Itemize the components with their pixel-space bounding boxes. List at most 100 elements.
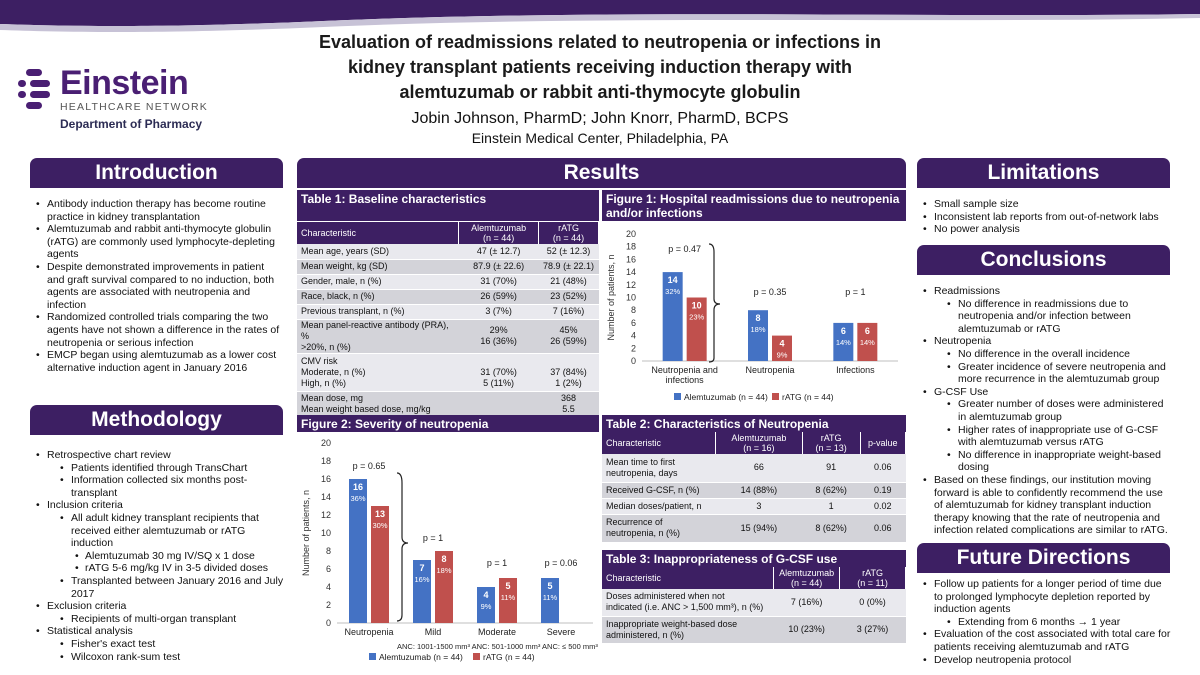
future-item: Evaluation of the cost associated with t… xyxy=(920,628,1172,653)
bar-percent-label: 36% xyxy=(350,494,365,503)
method-item: Information collected six months post-tr… xyxy=(33,474,285,499)
legend-swatch xyxy=(674,393,681,400)
y-tick-label: 10 xyxy=(626,293,636,303)
limitations-body: Small sample size Inconsistent lab repor… xyxy=(920,198,1170,236)
table-cell: 368 5.5 xyxy=(538,391,599,418)
bar-alemtuzumab xyxy=(833,322,854,361)
future-item: Extending from 6 months → 1 year xyxy=(920,616,1172,629)
bar-percent-label: 11% xyxy=(543,593,558,602)
limitation-bullet: Small sample size xyxy=(920,198,1170,211)
bar-value-label: 8 xyxy=(755,313,760,323)
table-cell: Previous transplant, n (%) xyxy=(297,304,459,320)
figure2-title-text: Figure 2: Severity of neutropenia xyxy=(301,417,489,431)
p-value-label: p = 1 xyxy=(845,287,865,297)
legend-swatch xyxy=(369,653,376,660)
table-header-cell: Characteristic xyxy=(602,567,775,589)
conclusion-item: Neutropenia xyxy=(920,335,1172,348)
table-cell: Recurrence of neutropenia, n (%) xyxy=(602,514,716,543)
y-tick-label: 20 xyxy=(626,229,636,239)
method-item: Patients identified through TransChart xyxy=(33,462,285,475)
table-cell: 0.02 xyxy=(860,498,906,515)
table1-title: Table 1: Baseline characteristics xyxy=(297,190,599,221)
limitation-bullet: Inconsistent lab reports from out-of-net… xyxy=(920,211,1170,224)
x-tick-label: Neutropenia and xyxy=(651,365,718,375)
figure1-title: Figure 1: Hospital readmissions due to n… xyxy=(602,190,906,221)
method-item: Exclusion criteria xyxy=(33,600,285,613)
table-row: Doses administered when not indicated (i.… xyxy=(602,589,906,617)
table-header-cell: Alemtuzumab (n = 16) xyxy=(715,432,803,454)
poster-title-block: Evaluation of readmissions related to ne… xyxy=(300,30,900,146)
y-tick-label: 2 xyxy=(326,600,331,610)
table-cell: Mean dose, mg Mean weight based dose, mg… xyxy=(297,391,459,418)
table-cell xyxy=(458,391,539,418)
bar-percent-label: 14% xyxy=(836,338,851,347)
table-cell: 29% 16 (36%) xyxy=(458,319,539,354)
table-cell: 0 (0%) xyxy=(839,589,906,617)
intro-bullet: Antibody induction therapy has become ro… xyxy=(33,198,283,223)
bar-percent-label: 11% xyxy=(501,593,516,602)
bar-ratg xyxy=(772,335,792,361)
bar-value-label: 14 xyxy=(668,275,678,285)
table-cell: Mean panel-reactive antibody (PRA), % >20… xyxy=(297,319,459,354)
table-row: Median doses/patient, n 3 1 0.02 xyxy=(602,498,906,515)
figure2-chart: 0 2 4 6 8 10 12 14 16 18 20 Number of patients, n 16… xyxy=(301,438,598,662)
table-cell: 23 (52%) xyxy=(538,289,599,305)
table-cell: 3 (27%) xyxy=(839,616,906,644)
y-tick-label: 4 xyxy=(631,331,636,341)
method-item: rATG 5-6 mg/kg IV in 3-5 divided doses xyxy=(33,562,285,575)
p-value-label: p = 0.35 xyxy=(754,287,787,297)
intro-bullet: Despite demonstrated improvements in pat… xyxy=(33,261,283,311)
legend-label: Alemtuzumab (n = 44) xyxy=(684,392,768,402)
table-cell: 26 (59%) xyxy=(458,289,539,305)
x-tick-label: Severe xyxy=(547,627,576,637)
affiliation: Einstein Medical Center, Philadelphia, P… xyxy=(471,130,729,146)
x-tick-label: infections xyxy=(666,375,705,385)
y-tick-label: 18 xyxy=(626,242,636,252)
bar-alemtuzumab xyxy=(541,578,559,623)
table-header-cell: Characteristic xyxy=(297,222,460,244)
poster-title-line: kidney transplant patients receiving ind… xyxy=(347,57,853,77)
results-heading: Results xyxy=(297,158,906,188)
y-axis-label: Number of patients, n xyxy=(301,490,311,576)
bar-value-label: 5 xyxy=(505,581,510,591)
table-row: Mean panel-reactive antibody (PRA), % >20… xyxy=(297,319,599,354)
table-header-cell: p-value xyxy=(860,432,907,454)
method-item: Recipients of multi-organ transplant xyxy=(33,613,285,626)
table-cell: Gender, male, n (%) xyxy=(297,274,459,290)
table-cell: 14 (88%) xyxy=(715,482,803,499)
table-cell: Median doses/patient, n xyxy=(602,498,716,515)
legend-swatch xyxy=(772,393,779,400)
table-cell: 0.19 xyxy=(860,482,906,499)
table-row: Race, black, n (%) 26 (59%) 23 (52%) xyxy=(297,289,599,305)
table-cell: 1 xyxy=(802,498,861,515)
bar-value-label: 7 xyxy=(419,563,424,573)
bar-value-label: 4 xyxy=(483,590,488,600)
conclusion-item: Readmissions xyxy=(920,285,1172,298)
y-tick-label: 18 xyxy=(321,456,331,466)
bar-percent-label: 18% xyxy=(750,325,765,334)
table-cell: Mean weight, kg (SD) xyxy=(297,259,459,275)
x-tick-label: Moderate xyxy=(478,627,516,637)
table-cell: 15 (94%) xyxy=(715,514,803,543)
table-row: Inappropriate weight-based dose administe… xyxy=(602,616,906,644)
table-cell: 87.9 (± 22.6) xyxy=(458,259,539,275)
future-item: Develop neutropenia protocol xyxy=(920,654,1172,667)
table3-title: Table 3: Inappropriateness of G-CSF use xyxy=(602,550,906,567)
p-value-label: p = 0.65 xyxy=(353,461,386,471)
intro-bullet: Alemtuzumab and rabbit anti-thymocyte gl… xyxy=(33,223,283,261)
table-cell: 0.06 xyxy=(860,514,906,543)
einstein-logo-mark-icon xyxy=(18,69,50,109)
conclusion-item: G-CSF Use xyxy=(920,386,1172,399)
bar-percent-label: 32% xyxy=(665,287,680,296)
table2-neutropenia: Characteristic Alemtuzumab (n = 16) rATG (n … xyxy=(602,432,907,543)
table-cell: 3 (7%) xyxy=(458,304,539,320)
p-value-label: p = 0.06 xyxy=(545,558,578,568)
authors: Jobin Johnson, PharmD; John Knorr, Pharm… xyxy=(411,110,789,127)
table-cell: 91 xyxy=(802,454,861,483)
method-item: All adult kidney transplant recipients t… xyxy=(33,512,285,550)
method-item: Inclusion criteria xyxy=(33,499,285,512)
x-tick-label: Neutropenia xyxy=(745,365,794,375)
p-value-label: p = 1 xyxy=(487,558,507,568)
bar-value-label: 4 xyxy=(779,339,784,349)
poster-title-line: alemtuzumab or rabbit anti-thymocyte glo… xyxy=(399,82,801,102)
